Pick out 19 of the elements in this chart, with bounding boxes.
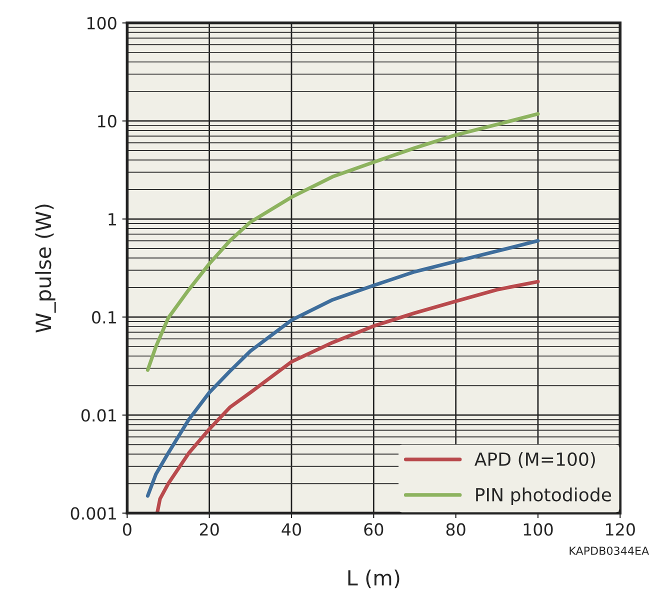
legend-label: APD (M=100)	[474, 452, 595, 468]
x-tick-label: 40	[282, 523, 301, 536]
y-tick-label: 1	[108, 213, 116, 226]
x-tick-label: 80	[446, 523, 466, 536]
legend-label: PIN photodiode	[476, 488, 612, 506]
text: KAPDB0344EA	[570, 546, 650, 555]
y-tick-label: 100	[87, 16, 116, 30]
x-axis-title: L (m)	[348, 570, 400, 588]
y-tick-label: 0.001	[70, 507, 116, 520]
x-tick-label: 120	[606, 523, 635, 536]
y-axis-title: W_pulse (W)	[35, 204, 56, 333]
x-tick-label: 20	[200, 523, 219, 536]
x-tick-label: 0	[122, 523, 132, 536]
y-tick-label: 0.1	[92, 311, 116, 324]
y-tick-label: 0.01	[81, 409, 116, 422]
x-tick-label: 60	[364, 523, 384, 536]
line-series	[146, 112, 540, 372]
x-tick-label: 100	[524, 523, 553, 536]
y-tick-label: 10	[98, 114, 116, 128]
